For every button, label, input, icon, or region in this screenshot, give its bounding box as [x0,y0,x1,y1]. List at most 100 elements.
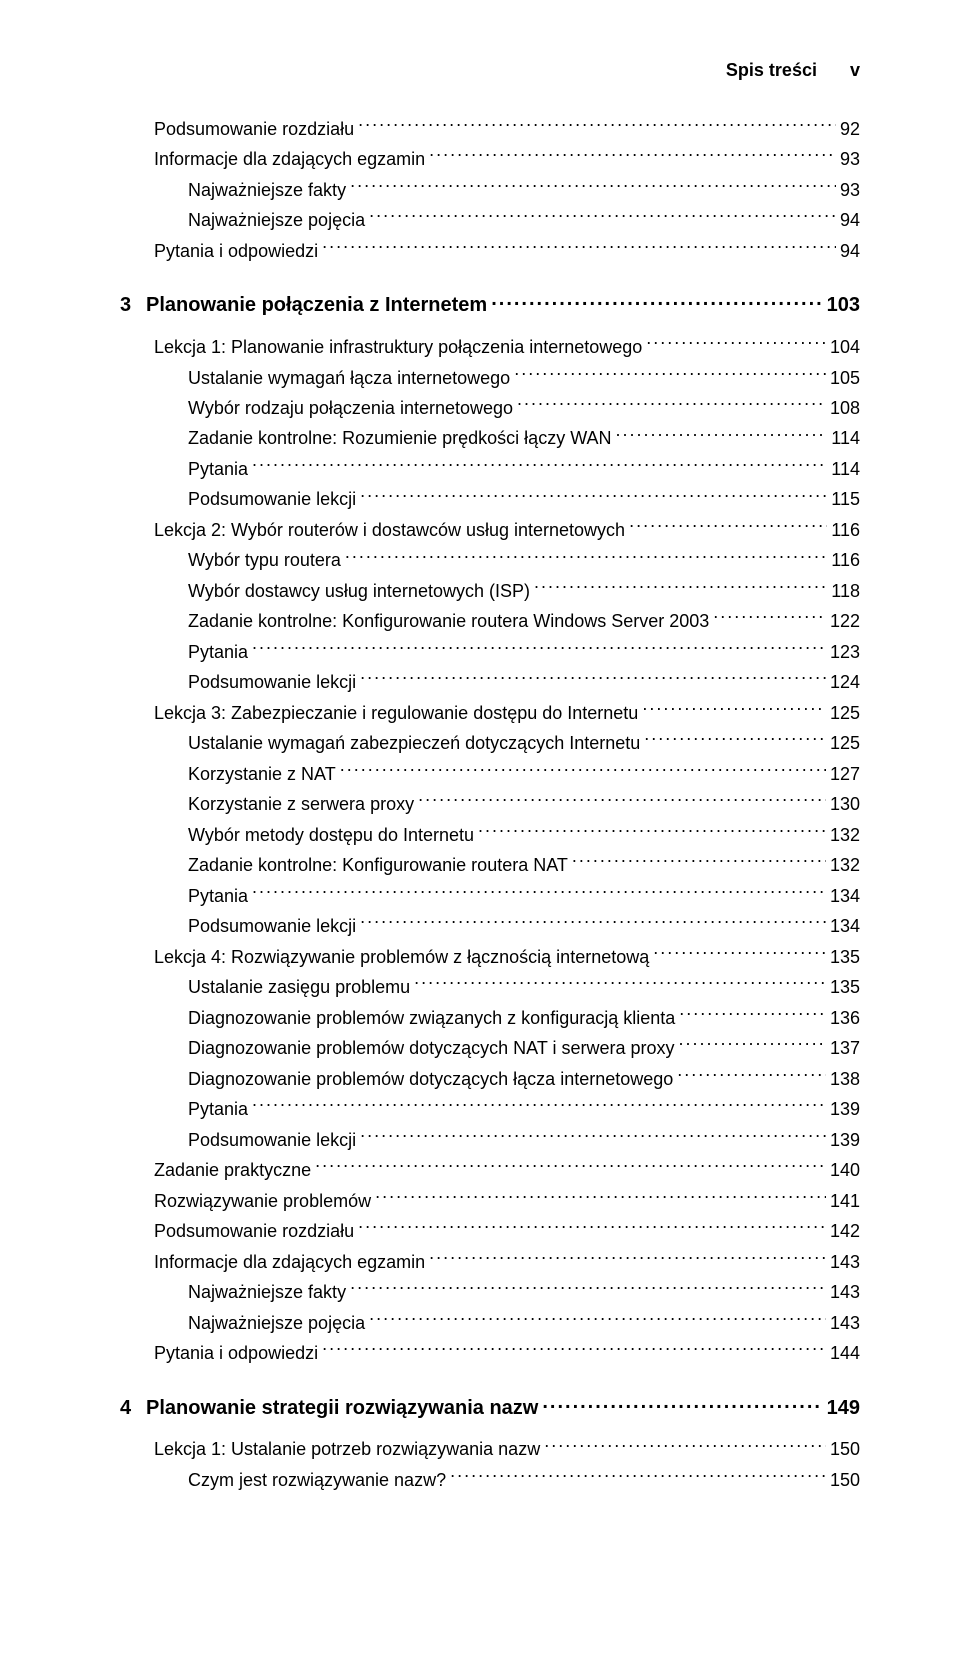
toc-entry-label: Podsumowanie lekcji [188,669,356,697]
toc-entry-page: 127 [830,761,860,789]
toc-entry-label: Korzystanie z NAT [188,761,336,789]
toc-entry: Podsumowanie lekcji124 [120,667,860,697]
toc-entry-page: 94 [840,238,860,266]
toc-entry-page: 138 [830,1066,860,1094]
toc-entry: Zadanie kontrolne: Konfigurowanie router… [120,606,860,636]
toc-chapter-title: Planowanie połączenia z Internetem [146,294,487,317]
toc-leader-dots [360,1124,826,1146]
toc-entry-page: 123 [830,639,860,667]
toc-entry-page: 134 [830,913,860,941]
toc-entry-page: 143 [830,1279,860,1307]
toc-entry-label: Najważniejsze fakty [188,1279,346,1307]
toc-entry-label: Najważniejsze pojęcia [188,207,365,235]
toc-entry: Pytania 123 [120,636,860,666]
toc-leader-dots [534,575,827,597]
toc-leader-dots [616,423,828,445]
toc-entry: Lekcja 2: Wybór routerów i dostawców usł… [120,514,860,544]
toc-entry: Korzystanie z serwera proxy130 [120,789,860,819]
toc-leader-dots [429,143,836,165]
toc-entry-page: 132 [830,822,860,850]
toc-entry: Czym jest rozwiązywanie nazw?150 [120,1464,860,1494]
toc-leader-dots [429,1246,826,1268]
toc-entry-page: 143 [830,1310,860,1338]
toc-leader-dots [713,606,826,628]
toc-leader-dots [350,174,836,196]
toc-entry-label: Wybór rodzaju połączenia internetowego [188,395,513,423]
toc-entry-page: 122 [830,608,860,636]
toc-entry-label: Wybór dostawcy usług internetowych (ISP) [188,578,530,606]
toc-entry: Podsumowanie rozdziału 92 [120,113,860,143]
toc-entry: Zadanie kontrolne: Rozumienie prędkości … [120,423,860,453]
toc-entry-page: 139 [830,1096,860,1124]
toc-leader-dots [360,911,826,933]
toc-entry-label: Pytania i odpowiedzi [154,238,318,266]
toc-leader-dots [517,392,826,414]
toc-entry-label: Informacje dla zdających egzamin [154,146,425,174]
toc-entry-label: Podsumowanie rozdziału [154,116,354,144]
toc-entry-page: 136 [830,1005,860,1033]
toc-entry-label: Pytania [188,883,248,911]
toc-entry-label: Podsumowanie rozdziału [154,1218,354,1246]
toc-entry-label: Diagnozowanie problemów dotyczących NAT … [188,1035,675,1063]
toc-entry-label: Podsumowanie lekcji [188,913,356,941]
toc-entry: Pytania 139 [120,1094,860,1124]
toc-entry-page: 114 [831,425,860,453]
toc-leader-dots [677,1063,826,1085]
toc-entry-label: Zadanie kontrolne: Konfigurowanie router… [188,608,709,636]
toc-leader-dots [252,1094,826,1116]
toc-leader-dots [544,1434,826,1456]
toc-page: Spis treści v Podsumowanie rozdziału92In… [0,0,960,1680]
toc-leader-dots [414,972,826,994]
toc-entry: Lekcja 3: Zabezpieczanie i regulowanie d… [120,697,860,727]
toc-entry-label: Podsumowanie lekcji [188,486,356,514]
toc-leader-dots [358,1215,826,1237]
toc-entry: Najważniejsze pojęcia143 [120,1307,860,1337]
toc-entry-label: Wybór typu routera [188,547,341,575]
toc-leader-dots [360,484,827,506]
toc-entry-page: 94 [840,207,860,235]
toc-leader-dots [644,728,826,750]
toc-chapter-number: 3 [120,294,146,317]
toc-entry-page: 104 [830,334,860,362]
toc-entry: Pytania i odpowiedzi144 [120,1337,860,1367]
toc-entry-page: 92 [840,116,860,144]
toc-entry: Korzystanie z NAT 127 [120,758,860,788]
toc-chapter-title: Planowanie strategii rozwiązywania nazw [146,1397,538,1420]
toc-leader-dots [542,1390,822,1414]
toc-leader-dots [252,880,826,902]
toc-entry: Wybór rodzaju połączenia internetowego10… [120,392,860,422]
toc-entry-label: Pytania [188,1096,248,1124]
toc-leader-dots [345,545,827,567]
toc-entry-label: Pytania [188,456,248,484]
toc-pre-block: Podsumowanie rozdziału 92 Informacje dla z… [120,113,860,265]
toc-leader-dots [375,1185,826,1207]
toc-entry-label: Zadanie kontrolne: Konfigurowanie router… [188,852,568,880]
toc-chapter-heading: 3Planowanie połączenia z Internetem103 [120,287,860,317]
toc-leader-dots [358,113,836,135]
toc-entry-label: Zadanie kontrolne: Rozumienie prędkości … [188,425,612,453]
toc-entry-page: 114 [831,456,860,484]
toc-leader-dots [478,819,826,841]
toc-leader-dots [653,941,826,963]
toc-entry-page: 150 [830,1436,860,1464]
toc-entry-label: Czym jest rozwiązywanie nazw? [188,1467,446,1495]
toc-chapters: 3Planowanie połączenia z Internetem103 Le… [120,287,860,1494]
toc-entry: Podsumowanie lekcji115 [120,484,860,514]
toc-entry-page: 125 [830,730,860,758]
toc-entry-page: 130 [830,791,860,819]
toc-entry-label: Pytania [188,639,248,667]
toc-leader-dots [629,514,827,536]
toc-entry: Pytania i odpowiedzi 94 [120,235,860,265]
toc-entry: Najważniejsze fakty93 [120,174,860,204]
toc-entry: Lekcja 1: Ustalanie potrzeb rozwiązywani… [120,1434,860,1464]
toc-leader-dots [679,1002,826,1024]
toc-entry: Wybór typu routera116 [120,545,860,575]
toc-entry: Ustalanie wymagań zabezpieczeń dotyczący… [120,728,860,758]
toc-entry-label: Ustalanie wymagań zabezpieczeń dotyczący… [188,730,640,758]
toc-leader-dots [252,636,826,658]
toc-entry-label: Wybór metody dostępu do Internetu [188,822,474,850]
toc-entry-page: 132 [830,852,860,880]
toc-entry: Diagnozowanie problemów dotyczących łącz… [120,1063,860,1093]
toc-entry: Podsumowanie lekcji139 [120,1124,860,1154]
toc-entry: Podsumowanie rozdziału142 [120,1215,860,1245]
